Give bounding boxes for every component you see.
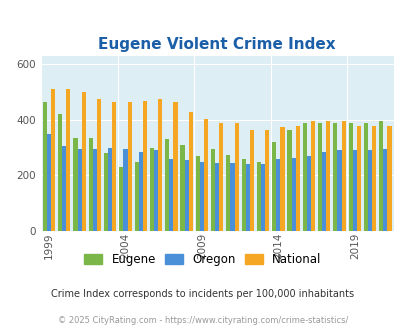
Bar (226, 155, 230, 231)
Bar (348, 123, 352, 231)
Bar (256, 162, 260, 231)
Bar (108, 148, 112, 231)
Bar (276, 159, 280, 231)
Bar (119, 167, 123, 231)
Bar (245, 164, 249, 231)
Legend: Eugene, Oregon, National: Eugene, Oregon, National (79, 248, 326, 271)
Bar (326, 121, 330, 231)
Bar (264, 130, 269, 231)
Bar (73, 138, 77, 231)
Bar (143, 101, 147, 231)
Bar (280, 127, 284, 231)
Bar (158, 99, 162, 231)
Bar (184, 160, 188, 231)
Bar (51, 89, 55, 231)
Bar (123, 149, 127, 231)
Bar (230, 163, 234, 231)
Bar (139, 152, 143, 231)
Bar (249, 130, 254, 231)
Bar (211, 149, 215, 231)
Bar (337, 150, 341, 231)
Bar (180, 145, 184, 231)
Bar (88, 138, 93, 231)
Bar (169, 159, 173, 231)
Bar (317, 123, 322, 231)
Bar (173, 102, 177, 231)
Bar (104, 153, 108, 231)
Bar (77, 149, 81, 231)
Bar (306, 156, 310, 231)
Bar (66, 89, 70, 231)
Bar (188, 112, 192, 231)
Bar (149, 148, 153, 231)
Text: © 2025 CityRating.com - https://www.cityrating.com/crime-statistics/: © 2025 CityRating.com - https://www.city… (58, 316, 347, 325)
Bar (81, 92, 85, 231)
Bar (333, 123, 337, 231)
Bar (310, 121, 314, 231)
Bar (295, 125, 299, 231)
Bar (241, 159, 245, 231)
Title: Eugene Violent Crime Index: Eugene Violent Crime Index (98, 37, 335, 52)
Bar (153, 150, 158, 231)
Bar (219, 123, 223, 231)
Bar (165, 139, 169, 231)
Bar (386, 125, 391, 231)
Text: Crime Index corresponds to incidents per 100,000 inhabitants: Crime Index corresponds to incidents per… (51, 289, 354, 299)
Bar (43, 102, 47, 231)
Bar (341, 121, 345, 231)
Bar (203, 118, 208, 231)
Bar (371, 125, 375, 231)
Bar (378, 121, 382, 231)
Bar (215, 163, 219, 231)
Bar (127, 102, 131, 231)
Bar (47, 134, 51, 231)
Bar (58, 115, 62, 231)
Bar (134, 162, 139, 231)
Bar (302, 123, 306, 231)
Bar (199, 162, 203, 231)
Bar (195, 156, 199, 231)
Bar (287, 130, 291, 231)
Bar (93, 149, 97, 231)
Bar (367, 150, 371, 231)
Bar (260, 164, 264, 231)
Bar (322, 152, 326, 231)
Bar (382, 149, 386, 231)
Bar (352, 150, 356, 231)
Bar (363, 123, 367, 231)
Bar (112, 102, 116, 231)
Bar (271, 142, 276, 231)
Bar (234, 123, 238, 231)
Bar (97, 99, 101, 231)
Bar (356, 125, 360, 231)
Bar (62, 146, 66, 231)
Bar (291, 158, 295, 231)
